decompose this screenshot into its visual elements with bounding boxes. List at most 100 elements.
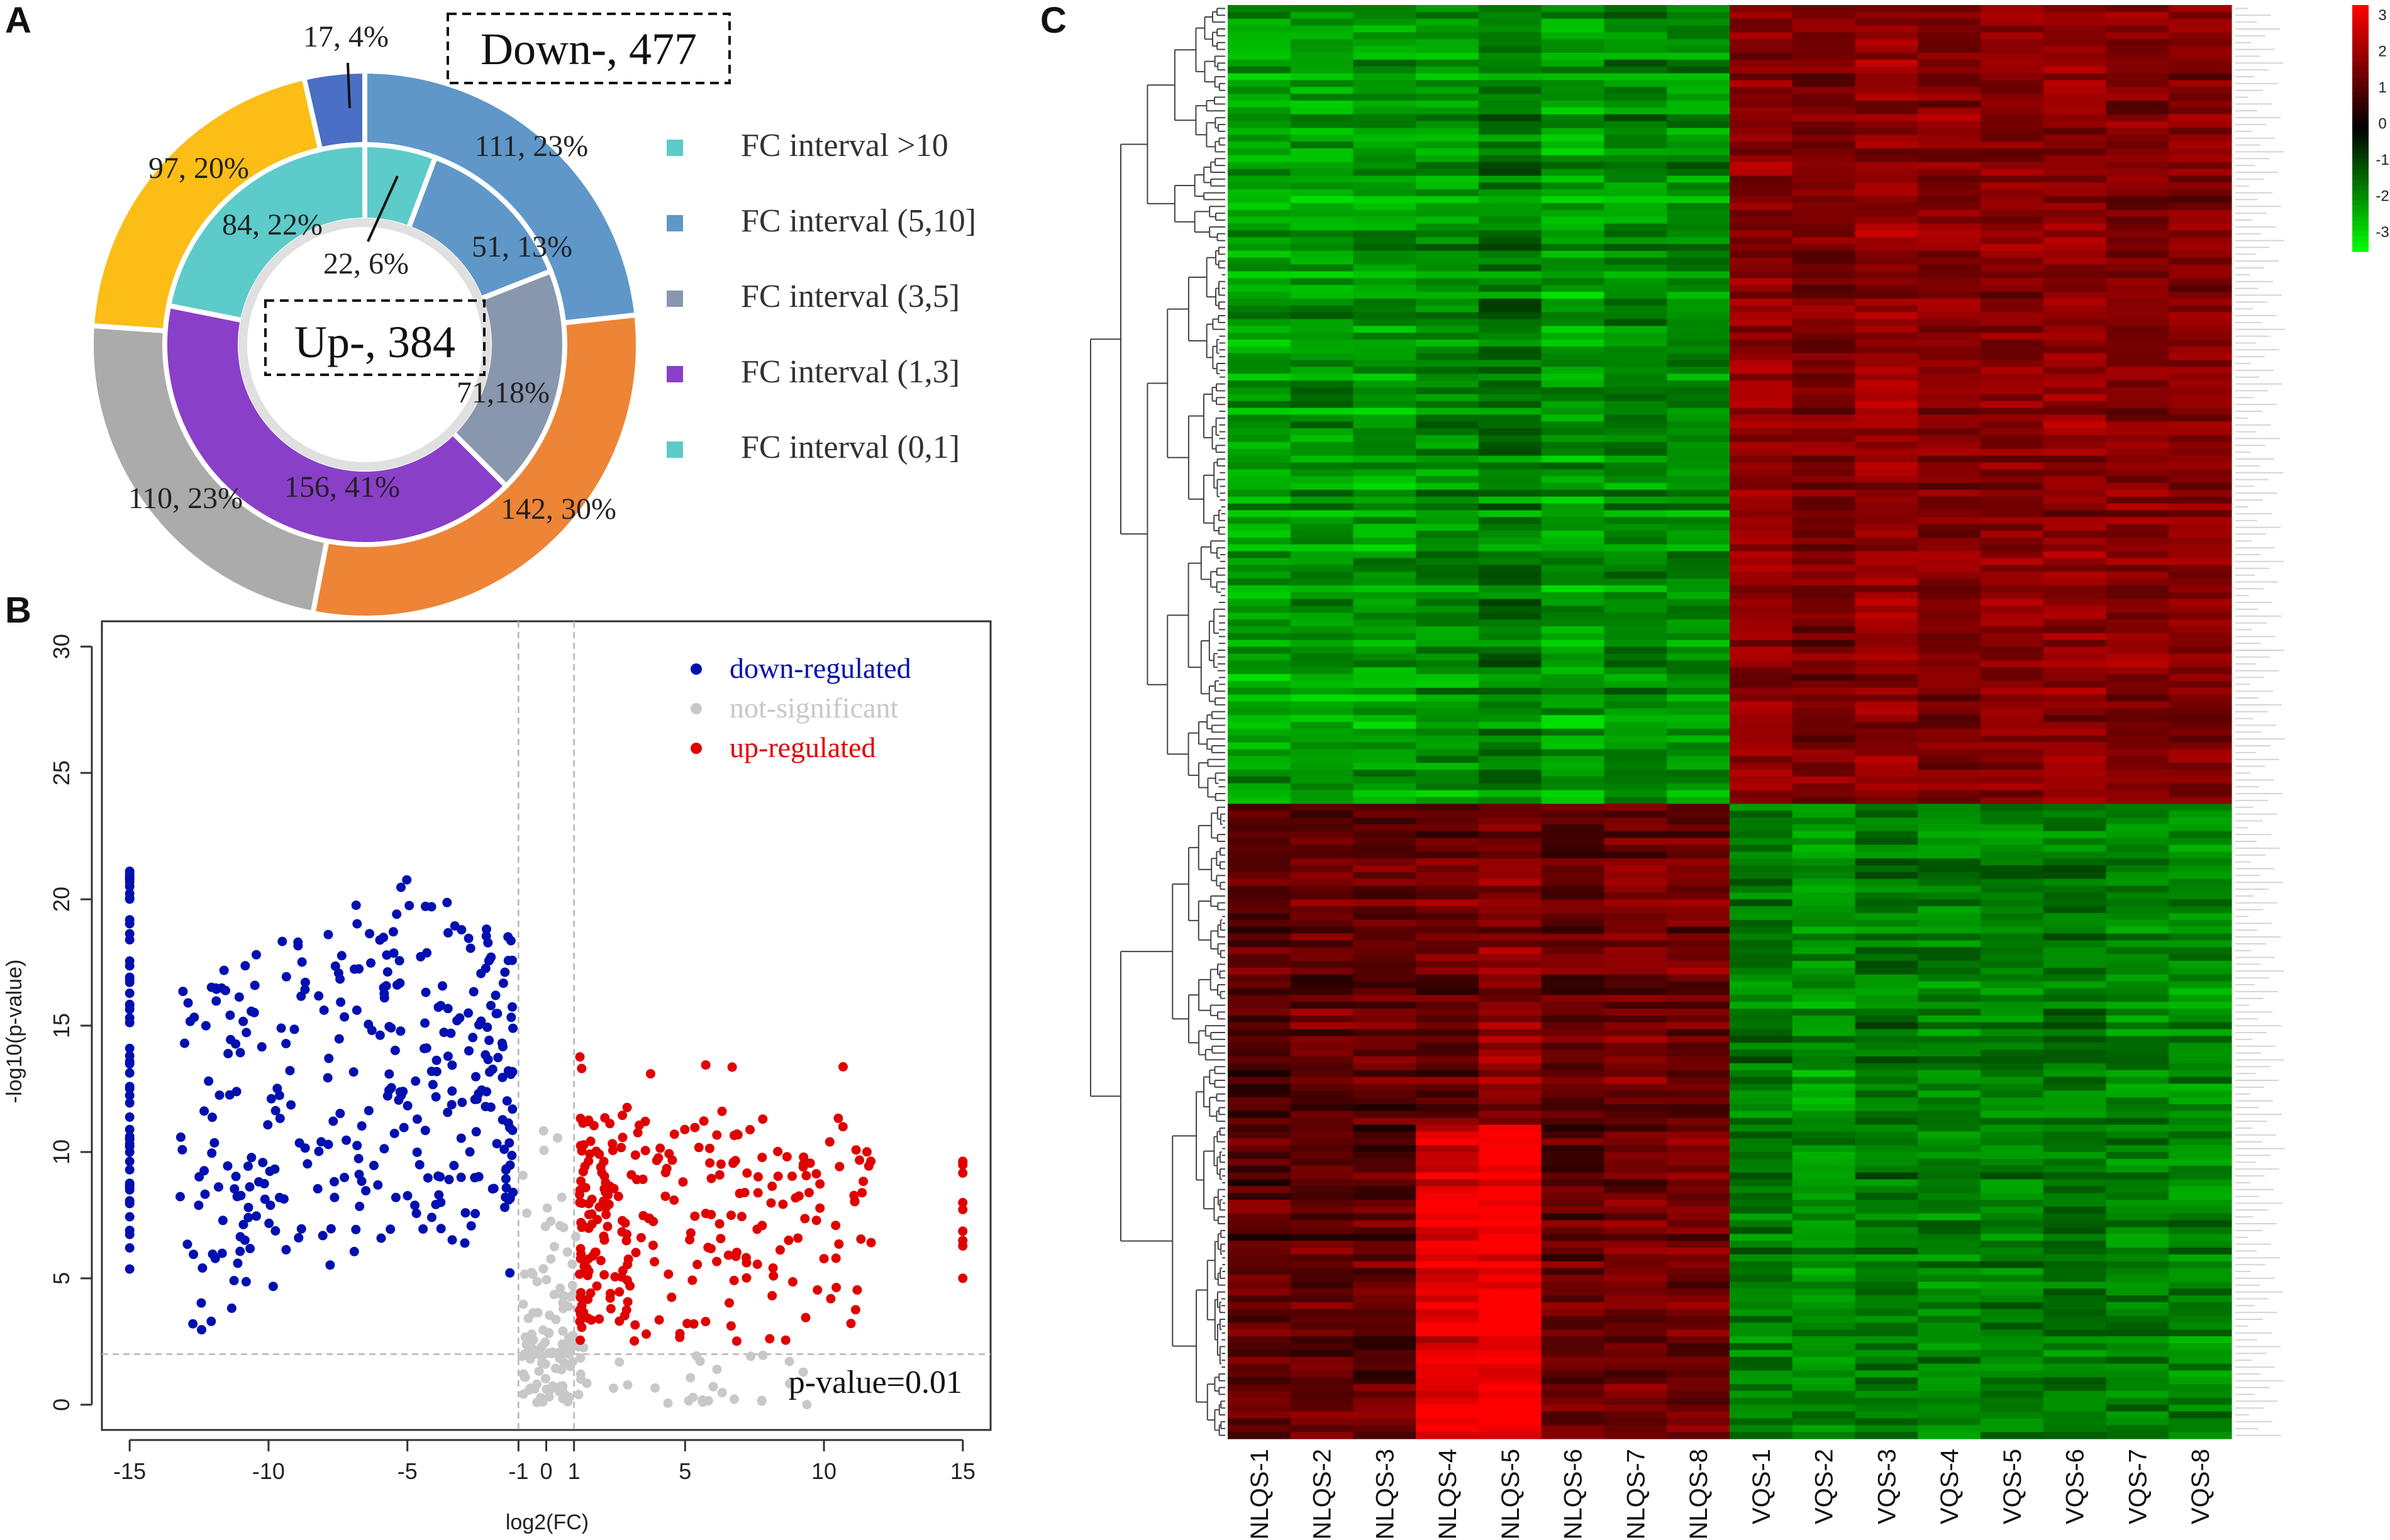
heatmap-cell	[1541, 162, 1605, 170]
heatmap-cell	[1918, 53, 1981, 60]
heatmap-cell	[1290, 1206, 1354, 1214]
heatmap-cell	[1792, 592, 1856, 600]
heatmap-cell	[1918, 476, 1981, 484]
heatmap-cell	[1353, 441, 1416, 450]
heatmap-cell	[1541, 175, 1605, 183]
heatmap-cell	[2169, 1227, 2232, 1234]
heatmap-cell	[1792, 414, 1856, 422]
leader-line-outer	[347, 62, 351, 109]
heatmap-cell	[1228, 687, 1291, 695]
heatmap-cell	[2043, 1275, 2107, 1282]
heatmap-cell	[1792, 1425, 1856, 1432]
heatmap-cell	[1604, 1302, 1667, 1310]
heatmap-cell	[2043, 5, 2107, 13]
point-up-165	[815, 1203, 825, 1213]
heatmap-cell	[1479, 483, 1542, 490]
heatmap-cell	[1604, 913, 1667, 921]
heatmap-cell	[1416, 776, 1479, 784]
heatmap-cell	[1792, 66, 1856, 74]
heatmap-cell	[1290, 374, 1354, 381]
heatmap-cell	[1228, 551, 1291, 559]
heatmap-cell	[1730, 333, 1793, 340]
heatmap-cell	[1730, 947, 1793, 955]
heatmap-cell	[1730, 1104, 1793, 1112]
heatmap-cell	[1290, 1179, 1354, 1187]
heatmap-cell	[2169, 469, 2232, 477]
heatmap-cell	[1604, 572, 1667, 579]
heatmap-cell	[1667, 441, 1730, 450]
heatmap-cell	[2043, 1206, 2107, 1214]
heatmap-cell	[1479, 223, 1542, 231]
heatmap-cell	[1541, 612, 1605, 620]
heatmap-cell	[1416, 169, 1479, 177]
heatmap-cell	[1353, 1316, 1416, 1324]
heatmap-cell	[1855, 1234, 1918, 1241]
heatmap-cell	[1604, 1377, 1667, 1385]
heatmap-cell	[1479, 845, 1542, 852]
heatmap-cell	[1228, 1179, 1291, 1187]
heatmap-cell	[1730, 1268, 1793, 1276]
heatmap-cell	[1479, 1043, 1542, 1050]
point-down-351	[391, 1192, 401, 1202]
heatmap-cell	[1981, 1179, 2044, 1187]
heatmap-cell	[1290, 667, 1354, 675]
heatmap-cell	[1416, 913, 1479, 921]
heatmap-cell	[1604, 401, 1667, 409]
heatmap-cell	[1792, 626, 1856, 634]
heatmap-cell	[1479, 209, 1542, 218]
heatmap-cell	[1730, 237, 1793, 245]
inner-slice-label-2: 71,18%	[457, 376, 550, 409]
heatmap-cell	[1416, 1227, 1479, 1234]
point-down-374	[274, 1090, 284, 1100]
heatmap-cell	[1479, 1411, 1542, 1419]
heatmap-cell	[2043, 1356, 2107, 1365]
heatmap-cell	[1604, 1186, 1667, 1194]
heatmap-cell	[1353, 1234, 1416, 1241]
heatmap-cell	[1604, 701, 1667, 709]
heatmap-cell	[1730, 1288, 1793, 1296]
heatmap-cell	[1855, 380, 1918, 388]
heatmap-cell	[1667, 858, 1730, 866]
point-up-110	[838, 1122, 848, 1132]
heatmap-cell	[2043, 428, 2107, 436]
heatmap-cell	[1353, 271, 1416, 279]
heatmap-cell	[1792, 175, 1856, 183]
heatmap-cell	[2106, 1309, 2169, 1317]
heatmap-cell	[1981, 428, 2044, 436]
heatmap-cell	[1541, 804, 1605, 811]
heatmap-cell	[1730, 1418, 1793, 1426]
heatmap-cell	[1792, 544, 1856, 552]
heatmap-cell	[2169, 305, 2232, 313]
heatmap-cell	[2169, 1316, 2232, 1324]
heatmap-cell	[1416, 551, 1479, 559]
heatmap-cell	[1416, 483, 1479, 490]
point-up-58	[706, 1173, 716, 1183]
heatmap-cell	[2169, 1432, 2232, 1439]
point-up-0	[958, 1205, 968, 1214]
heatmap-cell	[1918, 612, 1981, 620]
heatmap-cell	[1981, 1234, 2044, 1241]
heatmap-cell	[1541, 544, 1605, 552]
heatmap-cell	[1792, 1363, 1856, 1371]
heatmap-cell	[1541, 298, 1605, 306]
heatmap-cell	[1416, 1418, 1479, 1426]
heatmap-cell	[2106, 845, 2169, 852]
heatmap-cell	[1918, 1097, 1981, 1105]
heatmap-cell	[1730, 763, 1793, 770]
heatmap-cell	[1228, 326, 1291, 333]
heatmap-cell	[1604, 428, 1667, 436]
heatmap-cell	[1353, 981, 1416, 989]
heatmap-cell	[1290, 1158, 1354, 1166]
heatmap-cell	[1479, 715, 1542, 723]
heatmap-cell	[1416, 708, 1479, 716]
heatmap-cell	[1353, 196, 1416, 204]
heatmap-cell	[1541, 135, 1605, 142]
heatmap-cell	[1667, 1138, 1730, 1146]
point-ns-117	[540, 1338, 550, 1348]
point-down-218	[252, 950, 261, 960]
heatmap-cell	[1228, 885, 1291, 894]
point-down-29	[125, 1090, 135, 1100]
point-ns-82	[558, 1326, 568, 1336]
heatmap-cell	[1918, 913, 1981, 921]
heatmap-cell	[1792, 1111, 1856, 1119]
